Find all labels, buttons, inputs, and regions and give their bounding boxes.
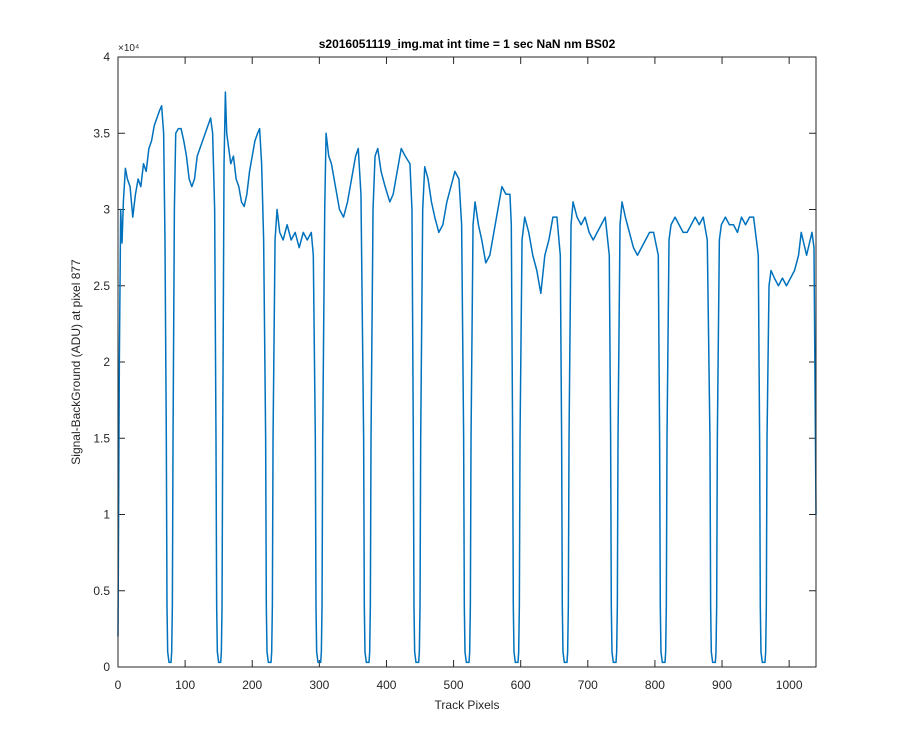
y-tick-label: 2 [103,355,110,369]
plot-frame [117,56,817,668]
y-axis-label: Signal-BackGround (ADU) at pixel 877 [69,259,83,465]
x-axis-label: Track Pixels [435,698,500,712]
x-tick-label: 200 [242,678,262,692]
y-tick-label: 3.5 [93,126,110,140]
x-tick-label: 600 [511,678,531,692]
y-tick-label: 1.5 [93,431,110,445]
y-tick-label: 0 [103,660,110,674]
data-line [117,91,817,664]
y-tick-label: 3 [103,203,110,217]
x-tick-label: 100 [175,678,195,692]
y-multiplier: ×10⁴ [118,43,139,54]
x-tick-label: 300 [309,678,329,692]
x-tick-label: 1000 [776,678,803,692]
x-tick-label: 900 [712,678,732,692]
y-tick-label: 2.5 [93,279,110,293]
x-tick-label: 500 [444,678,464,692]
x-tick-label: 400 [376,678,396,692]
chart-title: s2016051119_img.mat int time = 1 sec NaN… [319,37,616,51]
x-tick-label: 800 [645,678,665,692]
y-tick-label: 1 [103,508,110,522]
x-tick-label: 0 [115,678,122,692]
y-tick-label: 4 [103,50,110,64]
x-tick-label: 700 [578,678,598,692]
y-tick-label: 0.5 [93,584,110,598]
